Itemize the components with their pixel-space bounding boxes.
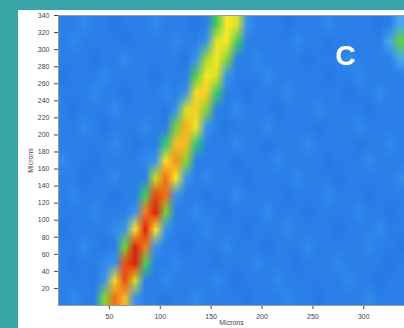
svg-text:300: 300 <box>358 313 370 320</box>
svg-text:240: 240 <box>38 97 50 104</box>
svg-text:160: 160 <box>38 165 50 172</box>
svg-text:280: 280 <box>38 63 50 70</box>
svg-text:250: 250 <box>307 313 319 320</box>
svg-text:120: 120 <box>38 199 50 206</box>
svg-text:80: 80 <box>42 234 50 241</box>
svg-text:220: 220 <box>38 114 50 121</box>
svg-text:260: 260 <box>38 80 50 87</box>
svg-text:20: 20 <box>42 285 50 292</box>
svg-text:50: 50 <box>105 313 113 320</box>
svg-text:140: 140 <box>38 182 50 189</box>
svg-text:100: 100 <box>154 313 166 320</box>
svg-text:150: 150 <box>205 313 217 320</box>
svg-text:200: 200 <box>38 131 50 138</box>
svg-text:320: 320 <box>38 29 50 36</box>
svg-text:100: 100 <box>38 216 50 223</box>
svg-text:200: 200 <box>256 313 268 320</box>
svg-text:180: 180 <box>38 148 50 155</box>
svg-text:40: 40 <box>42 268 50 275</box>
svg-text:Microns: Microns <box>219 319 244 326</box>
svg-text:60: 60 <box>42 251 50 258</box>
svg-text:Microns: Microns <box>27 148 34 173</box>
svg-text:340: 340 <box>38 12 50 19</box>
svg-text:C: C <box>335 40 355 71</box>
svg-text:300: 300 <box>38 46 50 53</box>
